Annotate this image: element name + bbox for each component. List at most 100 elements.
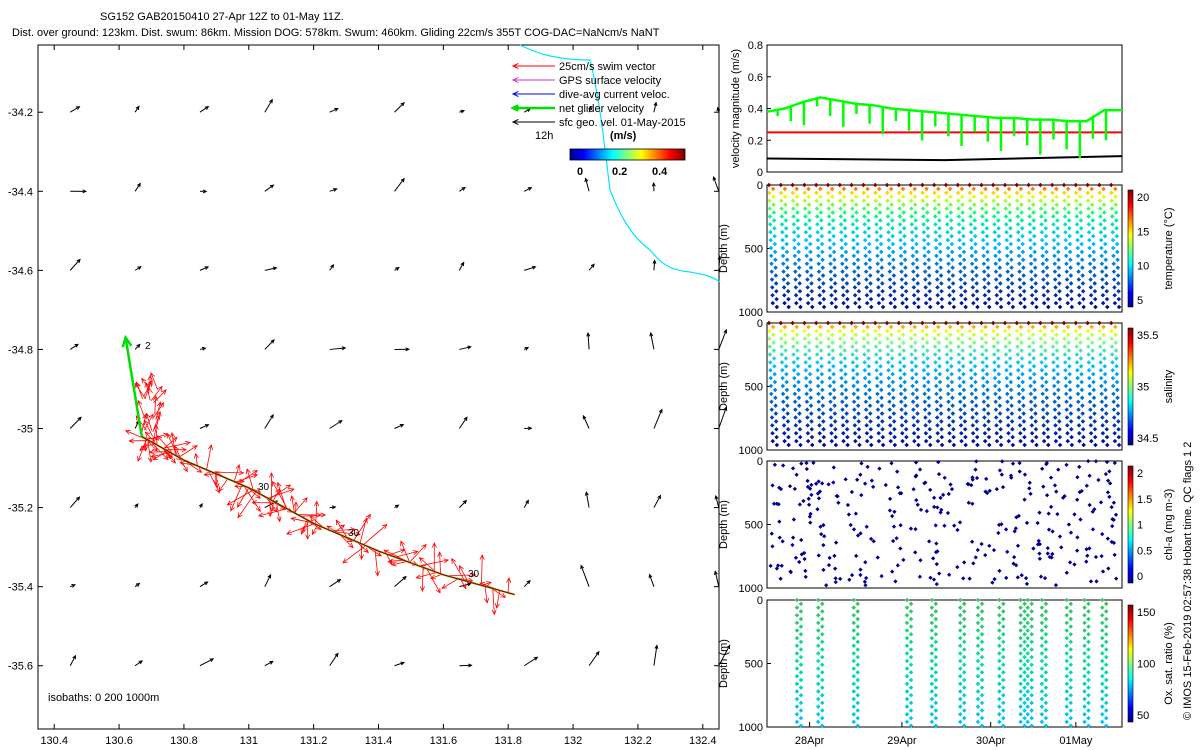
map-x-tick-6: 131.6: [430, 735, 458, 747]
geo-arrow: [653, 494, 661, 508]
colorbar-tick-1-0: 5: [1137, 295, 1143, 307]
swim-vector: [335, 519, 348, 538]
time-xtick-3: 01May: [1059, 735, 1093, 747]
geo-arrow: [69, 496, 81, 508]
map-x-tick-8: 132: [564, 735, 582, 747]
colorbar-tick-3-1: 0.5: [1137, 545, 1152, 557]
swim-vector: [418, 557, 437, 573]
geo-arrow: [134, 266, 142, 271]
swim-vector: [178, 457, 188, 473]
depth-ytick-4-2: 1000: [739, 722, 763, 734]
geo-arrow: [70, 189, 88, 194]
geo-arrow: [199, 266, 210, 271]
geo-arrow: [718, 406, 728, 429]
geo-arrow: [329, 505, 337, 510]
swim-vector: [437, 551, 443, 574]
swim-vector: [276, 481, 287, 509]
swim-vector: [363, 523, 388, 545]
geo-arrow: [69, 258, 81, 271]
swim-vector: [419, 567, 425, 592]
map-x-tick-7: 131.8: [494, 735, 522, 747]
swim-vector: [237, 491, 257, 519]
geo-arrow: [459, 345, 472, 350]
swim-vector: [150, 452, 171, 459]
geo-arrow: [459, 186, 466, 192]
colorbar-tick-02: 0.2: [612, 166, 627, 178]
velocity-panel: 0 0.2 0.4 0.6 0.8 velocity magnitude (m/s): [730, 40, 1123, 179]
swim-vector: [441, 578, 459, 589]
profile-points-1: [766, 182, 1122, 310]
swim-vector: [269, 484, 292, 500]
geo-arrow: [199, 189, 208, 194]
swim-vector: [451, 557, 465, 581]
legend-arrow-2: [511, 90, 555, 98]
geo-arrow: [134, 343, 141, 350]
swim-vector: [144, 381, 151, 401]
swim-vector: [128, 438, 150, 444]
geo-arrow: [649, 331, 655, 350]
depth-panel-2: 0 500 1000 Depth (m) 34.5 35 35.5 salinity: [718, 318, 1175, 457]
swim-vector: [419, 558, 450, 567]
swim-vector: [251, 500, 277, 506]
swim-vector: [150, 385, 163, 401]
dive-label-2: 2: [145, 341, 151, 352]
legend-arrow-1: [511, 76, 555, 84]
swim-vector: [265, 497, 278, 513]
swim-vector: [491, 588, 497, 616]
geo-arrow: [329, 578, 342, 588]
map-y-tick-7: -35.6: [8, 661, 33, 673]
geo-arrow: [394, 177, 405, 192]
swim-vector: [334, 524, 346, 533]
swim-vector: [257, 508, 288, 518]
geo-arrow: [459, 663, 473, 668]
geo-arrow: [718, 644, 731, 666]
profile-points-2: [766, 320, 1122, 448]
geo-arrow: [523, 656, 539, 667]
geo-arrow: [199, 658, 215, 667]
colorbar-label-3: chl-a (mg m-3): [1163, 489, 1175, 561]
geo-arrow: [264, 414, 274, 429]
swim-vector: [415, 572, 438, 580]
geo-arrow: [584, 177, 590, 192]
isobaths-label: isobaths: 0 200 1000m: [48, 692, 159, 704]
colorbar-tick-4-0: 50: [1137, 710, 1149, 722]
velocity-frame: [766, 44, 1123, 173]
geostrophic-arrows: [69, 98, 731, 668]
colorbar-tick-2-1: 35: [1137, 382, 1149, 394]
depth-ytick-3-1: 500: [745, 520, 763, 532]
swim-vector: [193, 452, 199, 466]
swim-vector: [331, 527, 357, 533]
geo-arrow: [524, 265, 537, 271]
map-y-tick-2: -34.6: [8, 265, 33, 277]
depth-ytick-2-1: 500: [745, 382, 763, 394]
depth-ytick-4-0: 0: [757, 595, 763, 607]
swim-vector: [302, 520, 310, 533]
geo-arrow: [199, 346, 207, 351]
colorbar-title: (m/s): [610, 130, 637, 142]
swim-vector: [484, 586, 490, 604]
colorbar-tick-2-0: 34.5: [1137, 433, 1158, 445]
colorbar-tick-1-1: 10: [1137, 261, 1149, 273]
depth-panel-3: 0 500 1000 Depth (m) 0 0.5 1 1.5 2 chl-a (mg m-3): [718, 456, 1175, 595]
map-x-tick-4: 131.2: [300, 735, 328, 747]
profile-points-3: [768, 459, 1119, 588]
swim-vector: [137, 399, 146, 418]
colorbar-4: [1127, 604, 1134, 723]
geo-arrow: [588, 105, 592, 113]
swim-vector: [145, 412, 153, 431]
colorbar-label-2: salinity: [1163, 369, 1175, 403]
geo-arrow: [134, 105, 140, 113]
depth-panel-4: 0 500 1000 Depth (m) 50 100 150 Ox. sat. ratio …: [718, 595, 1175, 734]
swim-vector: [233, 463, 241, 482]
geo-arrow: [264, 98, 273, 113]
geo-arrow: [580, 564, 590, 587]
map-y-tick-3: -34.8: [8, 344, 33, 356]
geo-arrow: [199, 105, 210, 113]
geo-arrow: [329, 346, 347, 351]
map-y-ticks: -34.2 -34.4 -34.6 -34.8 -35 -35.2 -35.4 -35.6: [8, 107, 719, 673]
geo-arrow: [523, 499, 529, 508]
dive-label-30a: 30: [258, 482, 270, 493]
map-x-tick-0: 130.4: [40, 735, 68, 747]
